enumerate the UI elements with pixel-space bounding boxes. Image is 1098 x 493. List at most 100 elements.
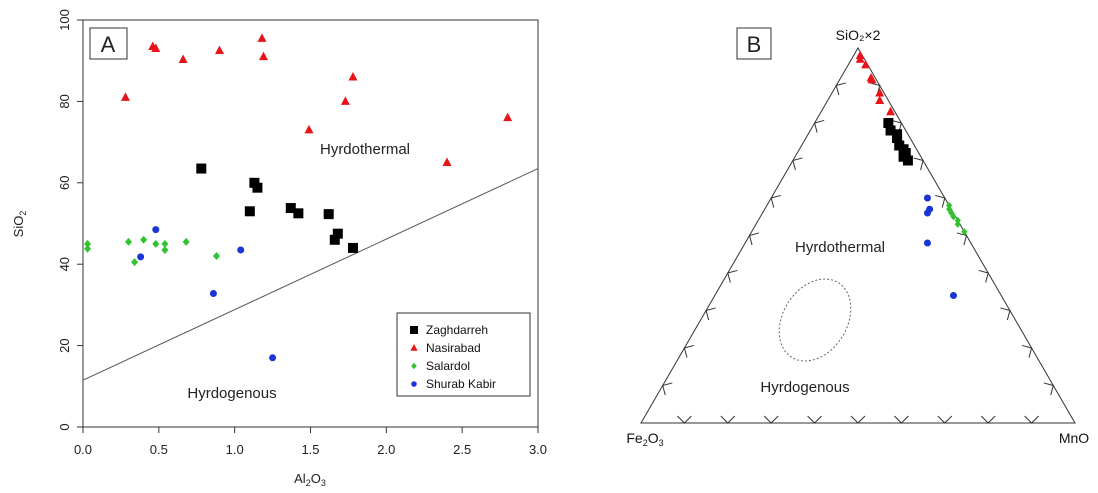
panel-b-region-hydrothermal: Hyrdothermal: [795, 239, 885, 256]
ternary-tick-mark: [813, 119, 825, 133]
data-point-triangle: [503, 112, 513, 122]
y-tick-label: 60: [57, 176, 72, 190]
panel-b-dashed-field: [778, 278, 852, 362]
data-point-square: [285, 203, 296, 214]
data-point-diamond: [161, 245, 169, 254]
ternary-point-circle: [923, 239, 931, 247]
panel-a-y-axis-title: SiO2: [11, 211, 28, 238]
panel-b-letter: B: [747, 32, 762, 57]
panel-a-region-hydrothermal: Hyrdothermal: [320, 141, 410, 158]
panel-b-vertex-top: SiO₂×2: [836, 27, 881, 43]
data-point-triangle: [151, 43, 161, 52]
ternary-point-diamond: [954, 216, 961, 225]
ternary-point-square: [892, 129, 903, 140]
ternary-tick-mark: [1024, 415, 1039, 424]
data-point-circle: [237, 246, 245, 254]
ternary-point-triangle: [861, 59, 871, 69]
ternary-tick-mark: [1021, 344, 1033, 358]
ternary-tick-mark: [913, 157, 924, 171]
data-point-square: [323, 209, 334, 220]
panel-b-region-hydrogenous: Hyrdogenous: [760, 379, 849, 396]
panel-b-vertex-left: Fe2O3: [626, 430, 663, 448]
data-point-triangle: [348, 71, 358, 81]
ternary-tick-mark: [894, 415, 909, 424]
data-point-diamond: [161, 239, 169, 248]
x-tick-label: 0.5: [150, 442, 168, 457]
panel-a-data-points: [84, 33, 513, 362]
y-tick-label: 40: [57, 257, 72, 271]
data-point-circle: [152, 226, 160, 234]
y-tick-label: 20: [57, 338, 72, 352]
data-point-circle: [209, 290, 217, 298]
data-point-circle: [137, 253, 145, 261]
legend-marker-square: [410, 326, 418, 334]
ternary-point-triangle: [855, 54, 865, 63]
y-tick-label: 80: [57, 94, 72, 108]
y-tick-label: 100: [57, 9, 72, 31]
legend-label: Salardol: [426, 359, 470, 373]
data-point-square: [252, 182, 263, 193]
ternary-tick-mark: [748, 232, 760, 246]
x-tick-label: 0.0: [74, 442, 92, 457]
panel-a-x-axis-title: Al2O3: [294, 471, 326, 488]
ternary-point-square: [883, 118, 894, 128]
ternary-point-diamond: [961, 228, 968, 236]
ternary-tick-mark: [835, 82, 846, 96]
data-point-square: [332, 228, 343, 239]
panel-a-letter: A: [101, 32, 116, 57]
ternary-point-triangle: [875, 95, 885, 104]
legend-marker-circle: [411, 381, 417, 387]
panel-a-region-hydrogenous: Hyrdogenous: [187, 385, 276, 402]
x-tick-label: 1.0: [226, 442, 244, 457]
data-point-triangle: [340, 96, 350, 105]
ternary-tick-mark: [980, 415, 996, 424]
data-point-triangle: [304, 124, 314, 134]
ternary-point-circle: [923, 194, 931, 202]
data-point-diamond: [182, 237, 190, 246]
legend-marker-triangle: [410, 344, 418, 351]
ternary-point-circle: [923, 209, 931, 217]
data-point-diamond: [152, 239, 160, 248]
data-point-square: [196, 163, 207, 174]
panel-a-boundary-line: [82, 168, 539, 381]
panel-a-legend: Zaghdarreh Nasirabad Salardol Shurab Kabir: [396, 312, 531, 397]
data-point-diamond: [131, 258, 139, 267]
data-point-triangle: [120, 92, 130, 101]
ternary-tick-mark: [770, 194, 781, 208]
ternary-tick-mark: [850, 415, 866, 424]
panel-a-letter-box: [89, 27, 128, 60]
data-point-triangle: [257, 33, 267, 42]
data-point-triangle: [258, 51, 268, 61]
data-point-square: [329, 234, 340, 245]
ternary-tick-mark: [763, 415, 779, 424]
ternary-tick-mark: [807, 415, 822, 424]
ternary-tick-mark: [677, 415, 692, 424]
ternary-tick-mark: [1000, 307, 1011, 321]
data-point-triangle: [215, 45, 224, 55]
ternary-tick-mark: [727, 269, 738, 283]
data-point-square: [244, 206, 255, 217]
ternary-point-square: [902, 155, 913, 166]
ternary-point-triangle: [875, 88, 885, 97]
legend-label: Nasirabad: [426, 341, 481, 355]
panel-a-legend-box: [396, 312, 531, 397]
data-point-square: [293, 208, 304, 219]
data-point-triangle: [442, 157, 452, 166]
ternary-point-square: [900, 148, 911, 158]
ternary-point-circle: [949, 292, 957, 299]
y-tick-label: 0: [57, 423, 72, 430]
panel-b-triangle-frame: [640, 47, 1076, 424]
ternary-tick-mark: [720, 415, 736, 424]
panel-b-vertex-right: MnO: [1059, 430, 1089, 446]
data-point-circle: [269, 354, 277, 362]
ternary-tick-mark: [937, 415, 953, 424]
ternary-tick-mark: [1043, 382, 1054, 396]
ternary-tick-mark: [956, 232, 968, 246]
data-point-diamond: [140, 235, 148, 244]
ternary-point-diamond: [950, 213, 957, 221]
ternary-point-diamond: [945, 201, 953, 210]
panel-a-scatter: 0.0 0.5 1.0 1.5 2.0 2.5 3.0 0 20 40 60 80 100 A Hyr…: [11, 9, 547, 488]
ternary-tick-mark: [935, 194, 946, 208]
ternary-tick-mark: [662, 382, 673, 396]
panel-a-y-axis: 0 20 40 60 80 100: [57, 9, 83, 431]
